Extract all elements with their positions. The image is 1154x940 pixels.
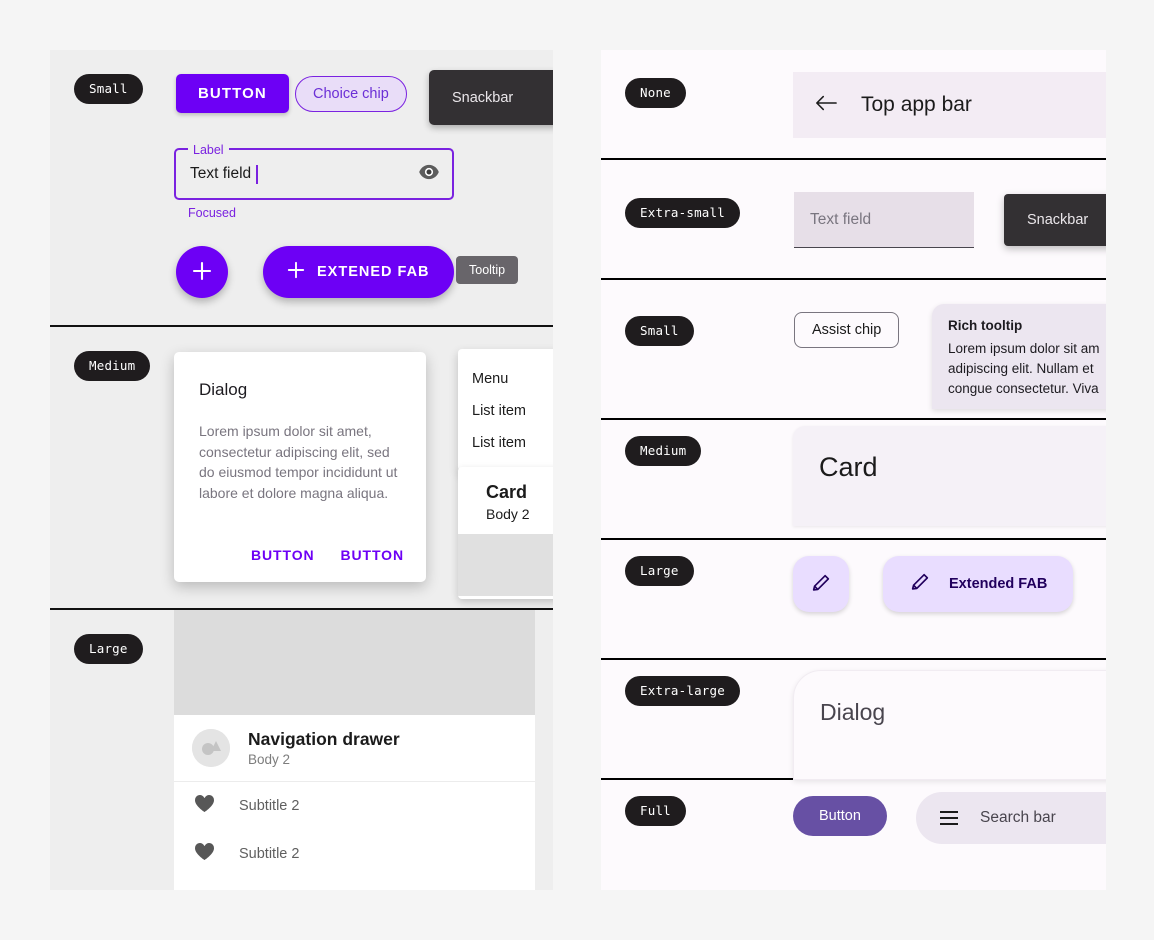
right-panel: None Extra-small Small Medium Large Extr… (601, 50, 1106, 890)
left-panel: Small BUTTON Choice chip Snackbar Label … (50, 50, 553, 890)
drawer-item-label: Subtitle 2 (239, 846, 300, 862)
top-app-bar: Top app bar (793, 72, 1106, 138)
avatar-placeholder-icon (192, 729, 230, 767)
text-field-value: Text field (190, 165, 252, 182)
extended-fab-label: EXTENED FAB (317, 264, 430, 280)
outlined-text-field[interactable]: Label Text field Focused (174, 141, 454, 220)
floating-action-button[interactable] (176, 246, 228, 298)
choice-chip[interactable]: Choice chip (295, 76, 407, 112)
search-bar-placeholder: Search bar (980, 809, 1056, 826)
arrow-left-icon[interactable] (815, 94, 837, 117)
extended-fab[interactable]: EXTENED FAB (263, 246, 454, 298)
section-badge-medium: Medium (74, 351, 151, 381)
filled-text-field[interactable]: Text field (794, 192, 974, 248)
navigation-drawer: Navigation drawer Body 2 Subtitle 2 (174, 610, 535, 890)
dialog: Dialog Lorem ipsum dolor sit amet, conse… (174, 352, 426, 582)
card-body: Body 2 (486, 506, 530, 522)
rich-tooltip: Rich tooltip Lorem ipsum dolor sit am ad… (932, 304, 1106, 409)
right-row-extra-small (601, 160, 1106, 280)
extended-fab-label: Extended FAB (949, 576, 1048, 592)
heart-icon (194, 842, 215, 866)
drawer-hero-image (174, 610, 535, 715)
drawer-list-item[interactable]: Subtitle 2 (174, 782, 535, 830)
left-section-large: Large Navigation drawer Body 2 (50, 610, 553, 890)
assist-chip[interactable]: Assist chip (794, 312, 900, 348)
card-title: Card (486, 482, 528, 502)
left-panel-divider-1 (50, 325, 553, 327)
eye-icon[interactable] (418, 164, 440, 185)
rich-tooltip-title: Rich tooltip (948, 318, 1023, 333)
right-row-large (601, 540, 1106, 660)
filled-button[interactable]: BUTTON (176, 74, 289, 113)
tooltip: Tooltip (456, 256, 519, 284)
pencil-icon (810, 572, 832, 597)
card-title: Card (819, 452, 878, 482)
rich-tooltip-line-1: Lorem ipsum dolor sit am (948, 341, 1100, 356)
card[interactable]: Card (793, 426, 1106, 526)
snackbar-label: Snackbar (1027, 212, 1089, 228)
card-header: Card Body 2 (458, 467, 553, 534)
pencil-icon (909, 571, 931, 597)
left-panel-divider-2 (50, 608, 553, 610)
heart-icon (194, 794, 215, 818)
row-badge-extra-small: Extra-small (625, 198, 740, 228)
row-badge-small: Small (625, 316, 694, 346)
section-badge-large: Large (74, 634, 143, 664)
snackbar: Snackbar (1004, 194, 1106, 246)
right-row-small (601, 280, 1106, 420)
menu-title[interactable]: Menu (472, 371, 509, 387)
search-bar[interactable]: Search bar (916, 792, 1106, 844)
dialog: Dialog (793, 670, 1106, 780)
text-cursor (256, 164, 258, 184)
rich-tooltip-line-3: congue consectetur. Viva (948, 381, 1099, 396)
plus-icon (192, 261, 212, 284)
drawer-subtitle: Body 2 (248, 752, 291, 767)
floating-action-button[interactable] (793, 556, 849, 612)
dialog-action-2[interactable]: BUTTON (340, 547, 404, 563)
snackbar: Snackbar (429, 70, 553, 125)
right-row-none (601, 50, 1106, 160)
hamburger-icon[interactable] (940, 811, 958, 825)
row-badge-extra-large: Extra-large (625, 676, 740, 706)
menu: Menu List item List item (458, 349, 553, 471)
dialog-actions: BUTTON BUTTON (251, 547, 404, 563)
menu-list-item-2[interactable]: List item (472, 435, 526, 451)
left-section-medium: Medium Dialog Lorem ipsum dolor sit amet… (50, 327, 553, 608)
right-row-medium (601, 420, 1106, 540)
dialog-title: Dialog (820, 699, 886, 725)
row-badge-full: Full (625, 796, 686, 826)
plus-icon (287, 261, 305, 283)
text-field-placeholder: Text field (810, 210, 872, 228)
dialog-body: Lorem ipsum dolor sit amet, consectetur … (199, 423, 398, 501)
text-field-box[interactable]: Label Text field (174, 141, 454, 200)
drawer-header[interactable]: Navigation drawer Body 2 (174, 715, 535, 782)
drawer-header-text: Navigation drawer Body 2 (248, 729, 400, 767)
card[interactable]: Card Body 2 (458, 467, 553, 599)
section-badge-small: Small (74, 74, 143, 104)
card-media (458, 534, 553, 596)
top-app-bar-title: Top app bar (861, 93, 972, 116)
row-badge-none: None (625, 78, 686, 108)
text-field-helper: Focused (188, 206, 236, 220)
dialog-action-1[interactable]: BUTTON (251, 547, 315, 563)
row-badge-medium: Medium (625, 436, 702, 466)
snackbar-label: Snackbar (452, 89, 514, 106)
extended-fab[interactable]: Extended FAB (883, 556, 1074, 612)
drawer-list-item[interactable]: Subtitle 2 (174, 830, 535, 878)
row-badge-large: Large (625, 556, 694, 586)
rich-tooltip-line-2: adipiscing elit. Nullam et (948, 361, 1094, 376)
drawer-item-label: Subtitle 2 (239, 798, 300, 814)
menu-list-item-1[interactable]: List item (472, 403, 526, 419)
text-field-label: Label (188, 141, 229, 159)
dialog-title: Dialog (199, 380, 248, 399)
drawer-title: Navigation drawer (248, 729, 400, 749)
filled-button[interactable]: Button (793, 796, 887, 836)
